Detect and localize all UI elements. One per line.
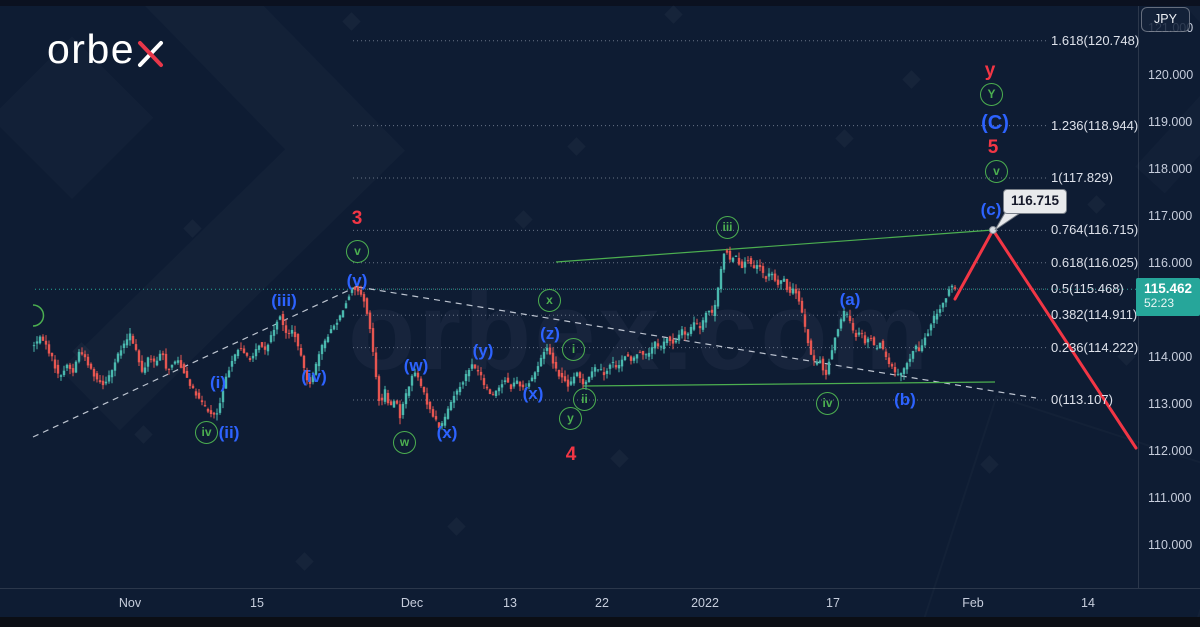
- time-axis-tick: 22: [595, 596, 609, 610]
- price-axis-label: 113.000: [1148, 397, 1193, 411]
- elliott-wave-label-circled[interactable]: v: [346, 240, 369, 263]
- fib-level-label: 0.382(114.911): [1051, 307, 1138, 323]
- elliott-wave-label-red[interactable]: 4: [565, 444, 577, 465]
- elliott-wave-label-blue[interactable]: (a): [839, 290, 861, 309]
- price-axis-label: 120.000: [1148, 68, 1194, 82]
- time-axis[interactable]: Nov 15 Dec 13 22 2022 17 Feb 14: [0, 588, 1200, 618]
- candlesticks: [32, 246, 957, 433]
- price-axis-label: 118.000: [1148, 162, 1193, 176]
- watermark: orbex.com: [348, 270, 932, 393]
- elliott-wave-label-blue[interactable]: (y): [472, 341, 494, 360]
- elliott-wave-label-circled[interactable]: iv: [195, 421, 218, 444]
- top-strip: [0, 0, 1200, 6]
- elliott-wave-label-blue[interactable]: (c): [980, 200, 1002, 219]
- elliott-wave-label-blue[interactable]: (x): [436, 423, 458, 442]
- orbex-logo-x-icon: [138, 40, 164, 67]
- forecast-anchor-dot[interactable]: [989, 226, 997, 234]
- elliott-wave-label-circled[interactable]: iv: [816, 392, 839, 415]
- elliott-wave-label-circled[interactable]: ii: [573, 388, 596, 411]
- orbex-logo-text: orbe: [47, 26, 136, 72]
- time-axis-tick: 15: [250, 596, 264, 610]
- fib-level-label: 1.618(120.748): [1051, 32, 1140, 48]
- elliott-wave-label-red[interactable]: 5: [987, 137, 999, 158]
- price-target-tooltip: 116.715: [1003, 189, 1067, 214]
- elliott-wave-label-blue[interactable]: (x): [522, 384, 544, 403]
- time-axis-tick: Feb: [962, 596, 984, 610]
- price-axis-label: 111.000: [1148, 491, 1192, 505]
- current-price-box: 115.462 52:23: [1136, 278, 1200, 317]
- dashed-trendlines[interactable]: [32, 285, 1037, 438]
- green-trendlines[interactable]: [555, 229, 996, 387]
- time-axis-tick: 2022: [691, 596, 719, 610]
- time-axis-tick: 14: [1081, 596, 1095, 610]
- elliott-wave-label-blue[interactable]: (i): [209, 373, 227, 392]
- elliott-wave-label-blue[interactable]: (w): [403, 356, 429, 375]
- elliott-wave-label-red[interactable]: 3: [351, 208, 363, 229]
- price-axis-label: 112.000: [1148, 444, 1193, 458]
- price-axis-label: 119.000: [1148, 115, 1193, 129]
- time-axis-tick: Nov: [118, 596, 142, 610]
- elliott-wave-label-blue[interactable]: (b): [894, 390, 916, 409]
- clipped-circle-label: [32, 304, 45, 327]
- elliott-wave-label-circled[interactable]: x: [538, 289, 561, 312]
- current-price-value: 115.462: [1144, 281, 1193, 297]
- orbex-logo: orbe: [47, 26, 164, 73]
- elliott-wave-label-blue[interactable]: (v): [346, 271, 368, 290]
- fib-level-label: 1(117.829): [1051, 170, 1113, 186]
- price-axis-label: 114.000: [1148, 350, 1193, 364]
- elliott-wave-label-blue[interactable]: (iii): [271, 291, 297, 310]
- elliott-wave-label-blue[interactable]: (C): [981, 112, 1009, 134]
- elliott-wave-label-blue[interactable]: (z): [540, 324, 560, 343]
- time-axis-tick: Dec: [400, 596, 424, 610]
- fib-level-label: 0.764(116.715): [1051, 222, 1139, 238]
- bottom-strip: [0, 617, 1200, 627]
- time-axis-tick: 17: [826, 596, 840, 610]
- candle-countdown: 52:23: [1144, 296, 1175, 311]
- elliott-wave-label-circled[interactable]: y: [559, 407, 582, 430]
- fib-level-label: 0.5(115.468): [1051, 281, 1124, 296]
- fib-level-label: 0.618(116.025): [1051, 254, 1139, 270]
- fib-level-label: 0(113.107): [1051, 391, 1113, 407]
- symbol-tab[interactable]: JPY: [1141, 7, 1190, 32]
- elliott-wave-label-circled[interactable]: v: [985, 160, 1008, 183]
- fib-level-label: 1.236(118.944): [1051, 117, 1139, 133]
- price-axis-label: 117.000: [1148, 209, 1193, 223]
- elliott-wave-label-circled[interactable]: w: [393, 431, 416, 454]
- elliott-wave-label-circled[interactable]: i: [562, 338, 585, 361]
- elliott-wave-label-blue[interactable]: (iv): [301, 367, 327, 386]
- fib-level-label: 0.236(114.222): [1051, 339, 1139, 355]
- elliott-wave-label-circled[interactable]: iii: [716, 216, 739, 239]
- price-axis-label: 116.000: [1148, 256, 1193, 270]
- time-axis-tick: 13: [503, 596, 517, 610]
- elliott-wave-label-circled[interactable]: Y: [980, 83, 1003, 106]
- elliott-wave-label-red[interactable]: y: [984, 60, 996, 81]
- price-axis-label: 110.000: [1148, 538, 1193, 552]
- elliott-wave-label-blue[interactable]: (ii): [218, 423, 240, 442]
